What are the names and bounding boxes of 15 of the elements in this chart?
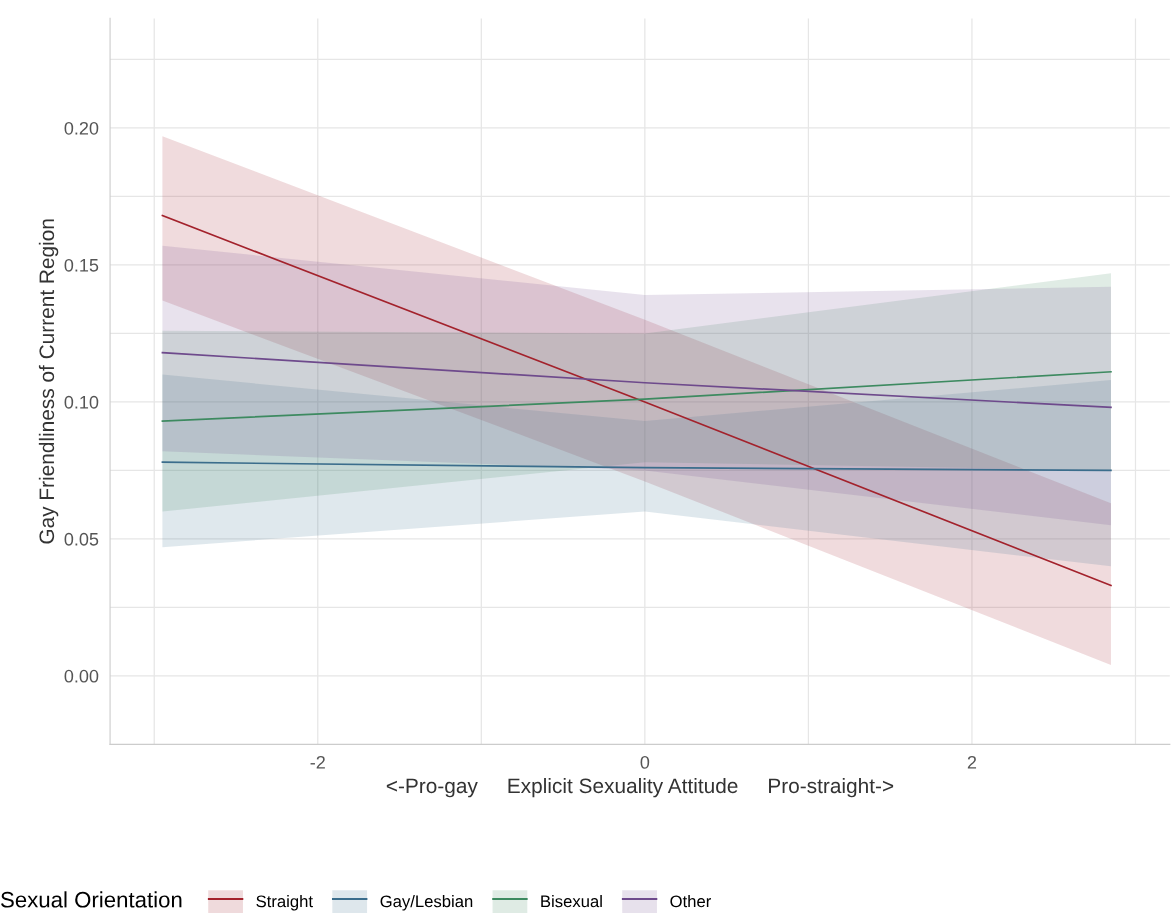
- x-tick-label: -2: [310, 755, 325, 769]
- y-tick-label: 0.00: [64, 669, 99, 683]
- x-tick-label: 0: [640, 755, 650, 769]
- x-tick-label: 2: [967, 755, 977, 769]
- legend-label: Gay/Lesbian: [380, 895, 473, 911]
- legend-label: Other: [670, 895, 711, 908]
- x-axis-title: <-Pro-gay Explicit Sexuality Attitude Pro-straight->: [386, 777, 894, 798]
- legend-label: Straight: [256, 895, 313, 911]
- y-tick-label: 0.15: [64, 258, 99, 272]
- legend-label: Bisexual: [541, 895, 602, 908]
- y-axis-title: Gay Friendliness of Current Region: [38, 219, 59, 544]
- y-tick-label: 0.10: [64, 395, 99, 409]
- y-tick-label: 0.20: [64, 121, 99, 135]
- y-tick-label: 0.05: [64, 532, 99, 546]
- legend-title: Sexual Orientation: [1, 891, 182, 908]
